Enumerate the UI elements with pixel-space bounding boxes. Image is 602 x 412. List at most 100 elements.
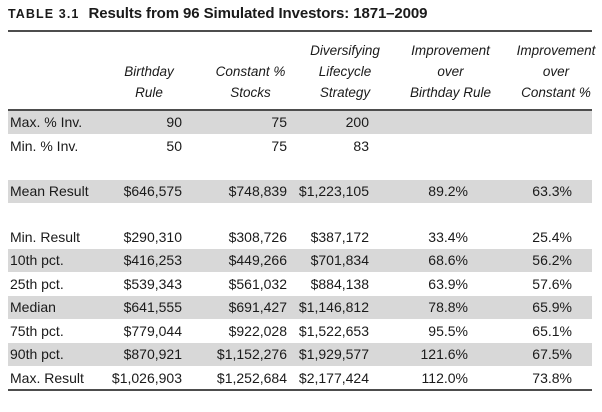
- header-label: Improvement over Birthday Rule: [409, 43, 492, 100]
- value-cell: 63.9%: [428, 275, 468, 292]
- value-cell: 65.1%: [532, 322, 572, 339]
- value-cell: 75: [271, 137, 287, 154]
- value-cell: 89.2%: [428, 183, 468, 199]
- value-cell: 25.4%: [532, 228, 572, 245]
- value-cell: $1,146,812: [298, 299, 369, 315]
- header-cell: Constant % Stocks: [182, 31, 287, 111]
- value-cell: [369, 134, 468, 158]
- value-cell: 78.8%: [428, 299, 468, 315]
- spacer-row: [8, 203, 592, 225]
- table-row: 90th pct. $870,921 $1,152,276 $1,929,577 121…: [8, 342, 592, 366]
- value-cell: [182, 158, 287, 180]
- table-row: 25th pct. $539,343 $561,032 $884,138 63.9% 57…: [8, 272, 592, 296]
- row-label: [8, 158, 104, 180]
- value-cell: $1,252,684: [216, 369, 287, 386]
- value-cell: [468, 134, 592, 158]
- table-row: Min. Result $290,310 $308,726 $387,172 33.4%…: [8, 225, 592, 249]
- row-label: Mean Result: [10, 183, 89, 199]
- table-header: Birthday Rule Constant % Stocks Diversifyi…: [8, 31, 595, 111]
- table-row: 75th pct. $779,044 $922,028 $1,522,653 95.5%…: [8, 319, 592, 343]
- value-cell: $1,522,653: [298, 322, 369, 339]
- value-cell: $1,223,105: [298, 183, 369, 199]
- value-cell: $387,172: [310, 228, 369, 245]
- table-title: TABLE 3.1 Results from 96 Simulated Inves…: [8, 5, 428, 23]
- value-cell: $1,152,276: [216, 346, 287, 362]
- value-cell: [287, 203, 369, 225]
- value-cell: 95.5%: [428, 322, 468, 339]
- header-cell: Diversifying Lifecycle Strategy: [287, 31, 380, 111]
- value-cell: [369, 158, 468, 180]
- table-row: Mean Result $646,575 $748,839 $1,223,105 89.…: [8, 179, 592, 203]
- row-label: Min. Result: [10, 228, 81, 245]
- value-cell: [104, 158, 182, 180]
- table-row: Min. % Inv. 50 75 83: [8, 134, 592, 158]
- value-cell: 112.0%: [421, 369, 468, 386]
- value-cell: $779,044: [123, 322, 182, 339]
- value-cell: $539,343: [123, 275, 182, 292]
- row-label: 90th pct.: [10, 346, 64, 362]
- value-cell: 75: [271, 114, 287, 130]
- value-cell: 90: [166, 114, 182, 130]
- table-row: Max. Result $1,026,903 $1,252,684 $2,177,42…: [8, 366, 592, 390]
- table-body: Max. % Inv. 90 75 200 Min. % Inv. 50 75 83 Mean …: [8, 110, 592, 390]
- row-label: Min. % Inv.: [10, 137, 79, 154]
- results-table: Birthday Rule Constant % Stocks Diversifyi…: [8, 30, 595, 391]
- table-row: 10th pct. $416,253 $449,266 $701,834 68.6% 56…: [8, 248, 592, 272]
- value-cell: $646,575: [123, 183, 182, 199]
- value-cell: 57.6%: [532, 275, 572, 292]
- value-cell: 33.4%: [428, 228, 468, 245]
- row-label: 75th pct.: [10, 322, 64, 339]
- header-cell: Improvement over Constant %: [468, 31, 595, 111]
- value-cell: 67.5%: [532, 346, 572, 362]
- header-cell: Improvement over Birthday Rule: [369, 31, 491, 111]
- value-cell: $449,266: [228, 252, 287, 268]
- row-label: Max. Result: [10, 369, 84, 386]
- value-cell: 50: [166, 137, 182, 154]
- value-cell: 63.3%: [532, 183, 572, 199]
- value-cell: [104, 203, 182, 225]
- row-label: Median: [10, 299, 56, 315]
- value-cell: $748,839: [228, 183, 287, 199]
- header-label: Constant % Stocks: [215, 64, 286, 100]
- value-cell: 65.9%: [532, 299, 572, 315]
- value-cell: 83: [353, 137, 369, 154]
- table-row: Median $641,555 $691,427 $1,146,812 78.8% 65.…: [8, 295, 592, 319]
- value-cell: $641,555: [123, 299, 182, 315]
- value-cell: $2,177,424: [298, 369, 369, 386]
- value-cell: 56.2%: [532, 252, 572, 268]
- value-cell: $1,929,577: [298, 346, 369, 362]
- value-cell: [287, 158, 369, 180]
- table-row: Max. % Inv. 90 75 200: [8, 110, 592, 134]
- header-cell-empty: [8, 31, 104, 111]
- row-label: [8, 203, 104, 225]
- header-label: Improvement over Constant %: [516, 43, 596, 100]
- value-cell: $701,834: [310, 252, 369, 268]
- value-cell: 200: [345, 114, 369, 130]
- value-cell: $561,032: [228, 275, 287, 292]
- value-cell: $416,253: [123, 252, 182, 268]
- value-cell: $1,026,903: [111, 369, 182, 386]
- value-cell: 68.6%: [428, 252, 468, 268]
- value-cell: 121.6%: [420, 346, 468, 362]
- row-label: Max. % Inv.: [10, 114, 83, 130]
- value-cell: $691,427: [228, 299, 287, 315]
- value-cell: [369, 110, 468, 134]
- value-cell: [468, 158, 592, 180]
- table-number: TABLE 3.1: [8, 7, 80, 21]
- row-label: 10th pct.: [10, 252, 64, 268]
- value-cell: 73.8%: [532, 369, 572, 386]
- header-label: Diversifying Lifecycle Strategy: [310, 43, 380, 100]
- header-cell: Birthday Rule: [104, 31, 182, 111]
- spacer-row: [8, 157, 592, 180]
- header-row: Birthday Rule Constant % Stocks Diversifyi…: [8, 31, 595, 111]
- value-cell: [369, 203, 468, 225]
- value-cell: $290,310: [123, 228, 182, 245]
- header-label: Birthday Rule: [124, 64, 174, 100]
- value-cell: $308,726: [228, 228, 287, 245]
- row-label: 25th pct.: [10, 275, 64, 292]
- value-cell: [468, 110, 592, 134]
- value-cell: [468, 203, 592, 225]
- value-cell: $870,921: [123, 346, 182, 362]
- table-caption: Results from 96 Simulated Investors: 187…: [88, 5, 428, 22]
